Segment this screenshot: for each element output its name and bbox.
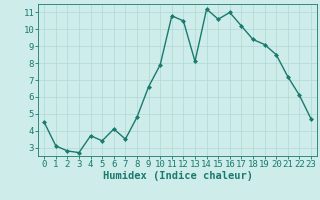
X-axis label: Humidex (Indice chaleur): Humidex (Indice chaleur) — [103, 171, 252, 181]
